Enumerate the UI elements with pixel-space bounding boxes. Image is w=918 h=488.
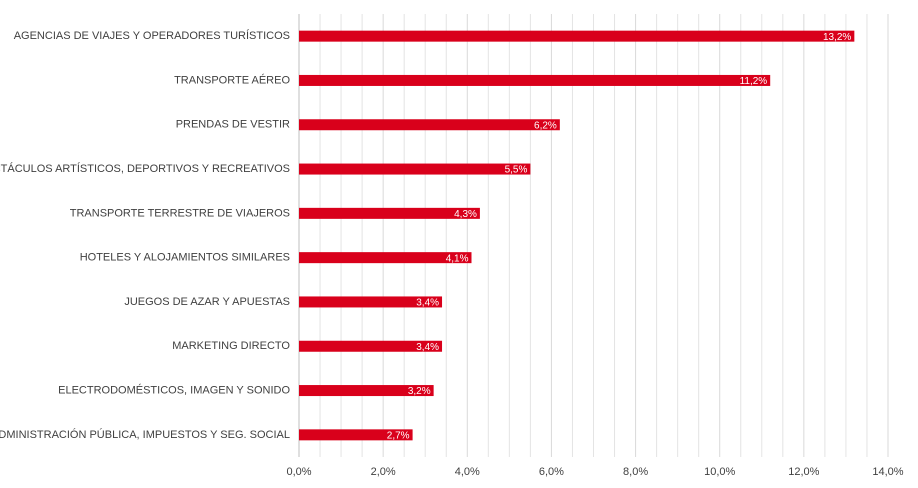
bar: [299, 163, 531, 175]
value-label: 3,4%: [416, 298, 439, 309]
x-tick-label: 12,0%: [788, 466, 819, 478]
bar: [299, 429, 413, 441]
y-tick-label: TRANSPORTE TERRESTRE DE VIAJEROS: [70, 207, 290, 219]
bar: [299, 252, 472, 264]
value-label: 5,5%: [505, 165, 528, 176]
y-tick-label: ELECTRODOMÉSTICOS, IMAGEN Y SONIDO: [58, 383, 290, 396]
bar: [299, 119, 560, 131]
x-tick-label: 4,0%: [455, 466, 480, 478]
value-label: 3,2%: [408, 386, 431, 397]
bar: [299, 207, 480, 219]
x-tick-label: 2,0%: [371, 466, 396, 478]
x-tick-label: 6,0%: [539, 466, 564, 478]
y-tick-label: ESPECTÁCULOS ARTÍSTICOS, DEPORTIVOS Y RE…: [0, 162, 290, 175]
value-label: 11,2%: [740, 76, 768, 87]
y-tick-label: TRANSPORTE AÉREO: [174, 73, 290, 86]
bar: [299, 385, 434, 397]
bar: [299, 340, 443, 352]
x-tick-label: 0,0%: [286, 466, 311, 478]
value-label: 4,1%: [446, 253, 469, 264]
y-tick-label: MARKETING DIRECTO: [172, 340, 290, 352]
value-label: 13,2%: [823, 32, 851, 43]
y-tick-label: PRENDAS DE VESTIR: [176, 119, 290, 131]
x-tick-label: 8,0%: [623, 466, 648, 478]
y-tick-label: ADMINISTRACIÓN PÚBLICA, IMPUESTOS Y SEG.…: [0, 428, 290, 441]
y-tick-label: HOTELES Y ALOJAMIENTOS SIMILARES: [80, 252, 290, 264]
y-tick-label: AGENCIAS DE VIAJES Y OPERADORES TURÍSTIC…: [14, 29, 290, 42]
value-label: 2,7%: [387, 430, 410, 441]
bar: [299, 30, 855, 42]
value-label: 3,4%: [416, 342, 439, 353]
bar: [299, 74, 771, 86]
bar: [299, 296, 443, 308]
y-tick-label: JUEGOS DE AZAR Y APUESTAS: [124, 296, 290, 308]
x-tick-label: 10,0%: [704, 466, 735, 478]
x-tick-label: 14,0%: [872, 466, 903, 478]
value-label: 4,3%: [454, 209, 477, 220]
value-label: 6,2%: [534, 120, 557, 131]
